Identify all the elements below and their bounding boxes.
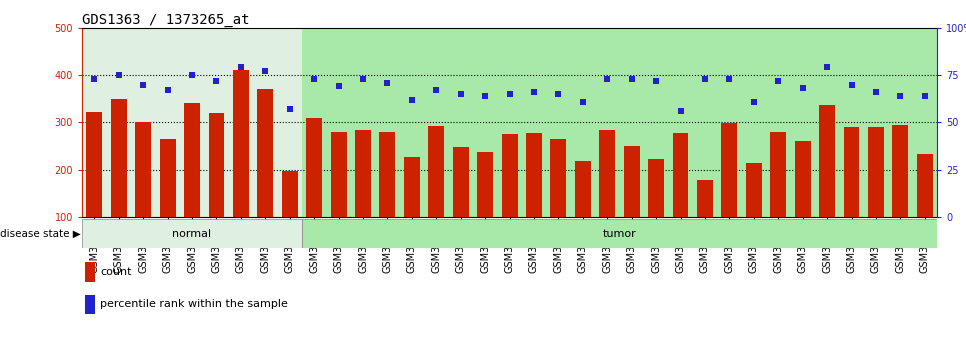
- Point: [600, 76, 615, 81]
- Point: [185, 72, 200, 78]
- Bar: [282, 171, 298, 217]
- Point: [917, 93, 932, 99]
- Bar: [135, 122, 151, 217]
- Point: [111, 72, 127, 78]
- Bar: [477, 152, 493, 217]
- Bar: [86, 111, 102, 217]
- Bar: [428, 126, 444, 217]
- Text: normal: normal: [173, 229, 212, 239]
- Bar: [85, 295, 96, 314]
- Bar: [330, 132, 347, 217]
- Bar: [159, 139, 176, 217]
- Bar: [868, 127, 884, 217]
- Bar: [843, 127, 860, 217]
- Text: GDS1363 / 1373265_at: GDS1363 / 1373265_at: [82, 12, 249, 27]
- Point: [648, 78, 664, 83]
- Bar: [893, 125, 908, 217]
- Bar: [209, 113, 224, 217]
- Point: [87, 76, 102, 81]
- Point: [795, 86, 810, 91]
- Point: [135, 82, 151, 87]
- Bar: [648, 159, 664, 217]
- Bar: [404, 157, 420, 217]
- Point: [233, 65, 248, 70]
- Bar: [746, 163, 762, 217]
- Point: [551, 91, 566, 97]
- Bar: [453, 147, 469, 217]
- Text: percentile rank within the sample: percentile rank within the sample: [100, 299, 288, 309]
- Bar: [185, 104, 200, 217]
- Point: [355, 76, 371, 81]
- Bar: [257, 89, 273, 217]
- Point: [429, 87, 444, 93]
- Bar: [917, 154, 933, 217]
- Point: [380, 80, 395, 85]
- Bar: [551, 139, 566, 217]
- Text: tumor: tumor: [603, 229, 637, 239]
- Point: [209, 78, 224, 83]
- Bar: [111, 99, 127, 217]
- Point: [722, 76, 737, 81]
- Point: [819, 65, 835, 70]
- Point: [771, 78, 786, 83]
- Bar: [501, 134, 518, 217]
- Bar: [233, 70, 249, 217]
- Bar: [624, 146, 639, 217]
- Point: [624, 76, 639, 81]
- Bar: [85, 262, 96, 282]
- Bar: [722, 124, 737, 217]
- Bar: [302, 28, 937, 217]
- Point: [672, 108, 688, 114]
- Bar: [697, 180, 713, 217]
- Bar: [795, 141, 810, 217]
- Point: [160, 87, 176, 93]
- Bar: [355, 130, 371, 217]
- Point: [404, 97, 419, 102]
- Bar: [770, 132, 786, 217]
- Point: [868, 89, 884, 95]
- Point: [477, 93, 493, 99]
- Point: [575, 99, 590, 104]
- Bar: [82, 219, 302, 248]
- Bar: [82, 28, 302, 217]
- Bar: [306, 118, 322, 217]
- Point: [258, 68, 273, 74]
- Point: [893, 93, 908, 99]
- Point: [697, 76, 713, 81]
- Text: count: count: [100, 267, 132, 277]
- Bar: [575, 161, 591, 217]
- Bar: [526, 133, 542, 217]
- Text: disease state ▶: disease state ▶: [0, 229, 80, 239]
- Point: [526, 89, 542, 95]
- Bar: [302, 219, 937, 248]
- Point: [282, 106, 298, 112]
- Point: [746, 99, 761, 104]
- Point: [502, 91, 518, 97]
- Point: [306, 76, 322, 81]
- Point: [844, 82, 860, 87]
- Point: [453, 91, 469, 97]
- Bar: [599, 130, 615, 217]
- Point: [330, 83, 346, 89]
- Bar: [380, 132, 395, 217]
- Bar: [672, 133, 689, 217]
- Bar: [819, 105, 835, 217]
